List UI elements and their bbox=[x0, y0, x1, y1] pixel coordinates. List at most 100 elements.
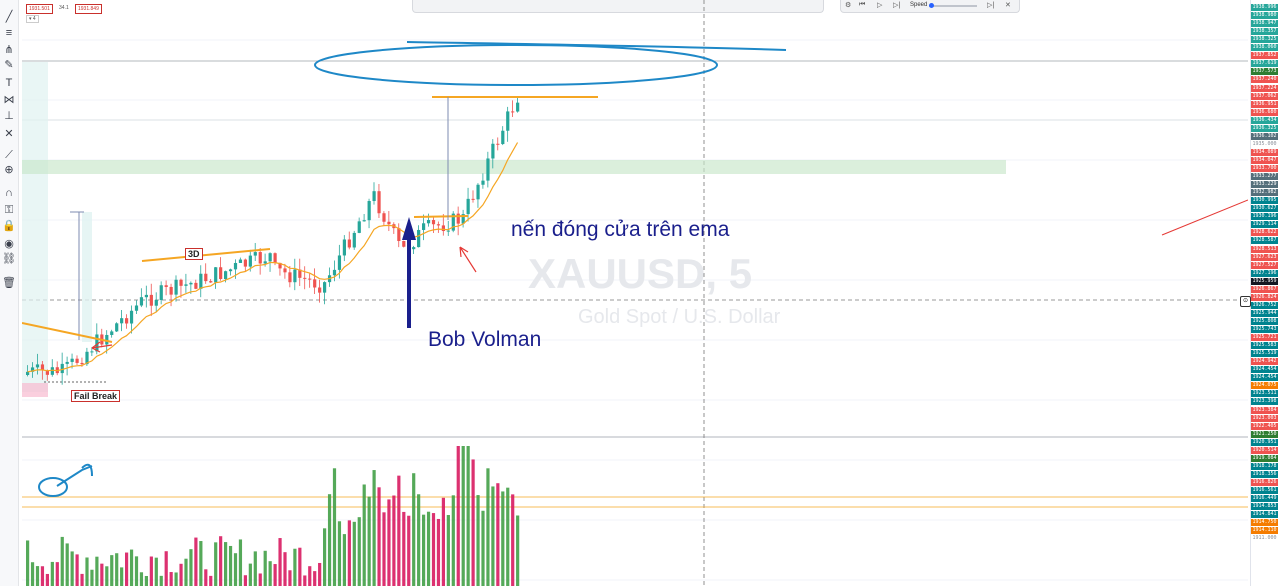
price-label: 1938.980 bbox=[1251, 12, 1278, 20]
settings-icon[interactable]: ⚙ bbox=[845, 2, 852, 9]
lock-draw-icon[interactable]: ⚿ bbox=[4, 204, 14, 216]
candle-body bbox=[347, 239, 351, 248]
price-label: 1937.224 bbox=[1251, 84, 1278, 92]
volume-bar bbox=[129, 549, 134, 586]
indicator-count[interactable]: ▾ 4 bbox=[26, 15, 39, 23]
volume-bar bbox=[65, 543, 69, 586]
label-3d[interactable]: 3D bbox=[185, 248, 203, 260]
volume-bar bbox=[139, 572, 144, 586]
price-label: 1922.405 bbox=[1251, 422, 1278, 430]
candle-body bbox=[516, 102, 520, 112]
price-label: 1927.196 bbox=[1251, 269, 1278, 277]
volume-bar bbox=[199, 541, 203, 586]
doodle-circle bbox=[38, 477, 68, 497]
price-label: 1914.750 bbox=[1251, 519, 1278, 527]
candle-body bbox=[318, 287, 322, 293]
volume-bar bbox=[446, 515, 450, 586]
volume-bar bbox=[228, 545, 233, 586]
candle-body bbox=[90, 351, 94, 353]
candle-body bbox=[238, 259, 243, 263]
volume-bar bbox=[278, 538, 282, 586]
candle-body bbox=[436, 224, 441, 226]
volume-bar bbox=[298, 547, 302, 586]
annotation-text-author[interactable]: Bob Volman bbox=[428, 328, 542, 351]
price-label: 1925.583 bbox=[1251, 342, 1278, 350]
price-label: 1938.996 bbox=[1251, 4, 1278, 11]
volume-bar bbox=[75, 554, 79, 586]
pattern-icon[interactable]: ⋈ bbox=[3, 94, 15, 106]
ohlc-open: 1931.501 bbox=[26, 4, 53, 14]
candle-body bbox=[481, 180, 485, 185]
volume-bar bbox=[144, 575, 148, 586]
speed-label: Speed bbox=[910, 2, 928, 8]
horizontal-lines-icon[interactable]: ≡ bbox=[5, 27, 13, 39]
ruler-icon[interactable]: ⟋ bbox=[5, 149, 13, 161]
price-label: 1935.000 bbox=[1252, 140, 1277, 147]
volume-bar bbox=[159, 575, 163, 586]
close-icon[interactable]: ✕ bbox=[4, 128, 14, 140]
close-icon[interactable]: ✕ bbox=[1005, 2, 1011, 9]
candle-body bbox=[377, 191, 381, 214]
pitchfork-icon[interactable]: ⋔ bbox=[4, 44, 14, 56]
candle-body bbox=[422, 223, 426, 230]
volume-bar bbox=[125, 552, 129, 586]
jump-to-realtime-icon[interactable]: ▷| bbox=[987, 2, 995, 9]
step-back-icon[interactable]: ⏮ bbox=[859, 1, 866, 8]
trend-line-icon[interactable]: ╱ bbox=[5, 11, 13, 23]
volume-bar bbox=[397, 475, 401, 586]
volume-bar bbox=[258, 573, 262, 586]
play-icon[interactable]: ▷ bbox=[877, 2, 883, 9]
link-icon[interactable]: ⛓ bbox=[2, 253, 16, 265]
candle-body bbox=[417, 229, 421, 248]
text-icon[interactable]: T bbox=[5, 77, 13, 89]
price-label: 1926.824 bbox=[1251, 293, 1278, 301]
candle-body bbox=[456, 213, 460, 224]
candle-body bbox=[402, 241, 406, 247]
label-fail-break[interactable]: Fail Break bbox=[71, 390, 121, 402]
candle-body bbox=[85, 351, 89, 365]
candle-body bbox=[372, 191, 376, 202]
symbol-description-watermark: Gold Spot / U.S. Dollar bbox=[578, 306, 781, 328]
volume-bar bbox=[100, 563, 104, 586]
drawing-properties-panel[interactable] bbox=[412, 0, 824, 13]
volume-bar bbox=[115, 553, 119, 586]
volume-bar bbox=[332, 468, 337, 586]
price-label: 1918.356 bbox=[1251, 470, 1278, 478]
forward-icon[interactable]: ▷| bbox=[893, 2, 901, 9]
volume-bar bbox=[45, 573, 49, 586]
candle-body bbox=[263, 261, 267, 264]
price-chart[interactable] bbox=[22, 0, 1248, 586]
eye-icon[interactable]: ◉ bbox=[4, 238, 14, 250]
price-label: 1925.959 bbox=[1251, 277, 1278, 285]
price-label: 1916.449 bbox=[1251, 495, 1278, 503]
crosshair-target-icon[interactable]: ⊙ bbox=[1240, 296, 1251, 307]
candle-body bbox=[337, 255, 342, 270]
trash-icon[interactable]: 🗑 bbox=[2, 277, 16, 289]
speed-slider-thumb[interactable] bbox=[929, 3, 934, 8]
candle-body bbox=[431, 220, 436, 225]
measure-icon[interactable]: ⊥ bbox=[4, 110, 14, 122]
price-label: 1923.511 bbox=[1251, 390, 1278, 398]
speed-slider[interactable] bbox=[929, 5, 977, 7]
price-label: 1928.587 bbox=[1251, 237, 1278, 245]
price-label: 1938.357 bbox=[1251, 28, 1278, 36]
volume-bar bbox=[110, 555, 114, 586]
candle-body bbox=[362, 220, 366, 222]
zoom-icon[interactable]: ⊕ bbox=[4, 164, 14, 176]
volume-bar bbox=[412, 473, 416, 586]
magnet-icon[interactable]: ∩ bbox=[5, 187, 13, 199]
candle-body bbox=[486, 158, 490, 181]
price-label: 1937.852 bbox=[1251, 52, 1278, 60]
candle-body bbox=[209, 281, 213, 283]
candle-body bbox=[298, 269, 302, 278]
price-label: 1924.454 bbox=[1251, 366, 1278, 374]
brush-icon[interactable]: ✎ bbox=[4, 59, 14, 71]
candle-body bbox=[139, 297, 144, 306]
annotation-text-ema[interactable]: nến đóng cửa trên ema bbox=[511, 218, 730, 241]
price-label: 1934.089 bbox=[1251, 148, 1278, 156]
volume-bar bbox=[85, 557, 89, 586]
lock-icon[interactable]: 🔒 bbox=[2, 220, 16, 232]
volume-bar bbox=[476, 495, 480, 586]
volume-bar bbox=[372, 470, 376, 586]
volume-bar bbox=[456, 446, 460, 586]
